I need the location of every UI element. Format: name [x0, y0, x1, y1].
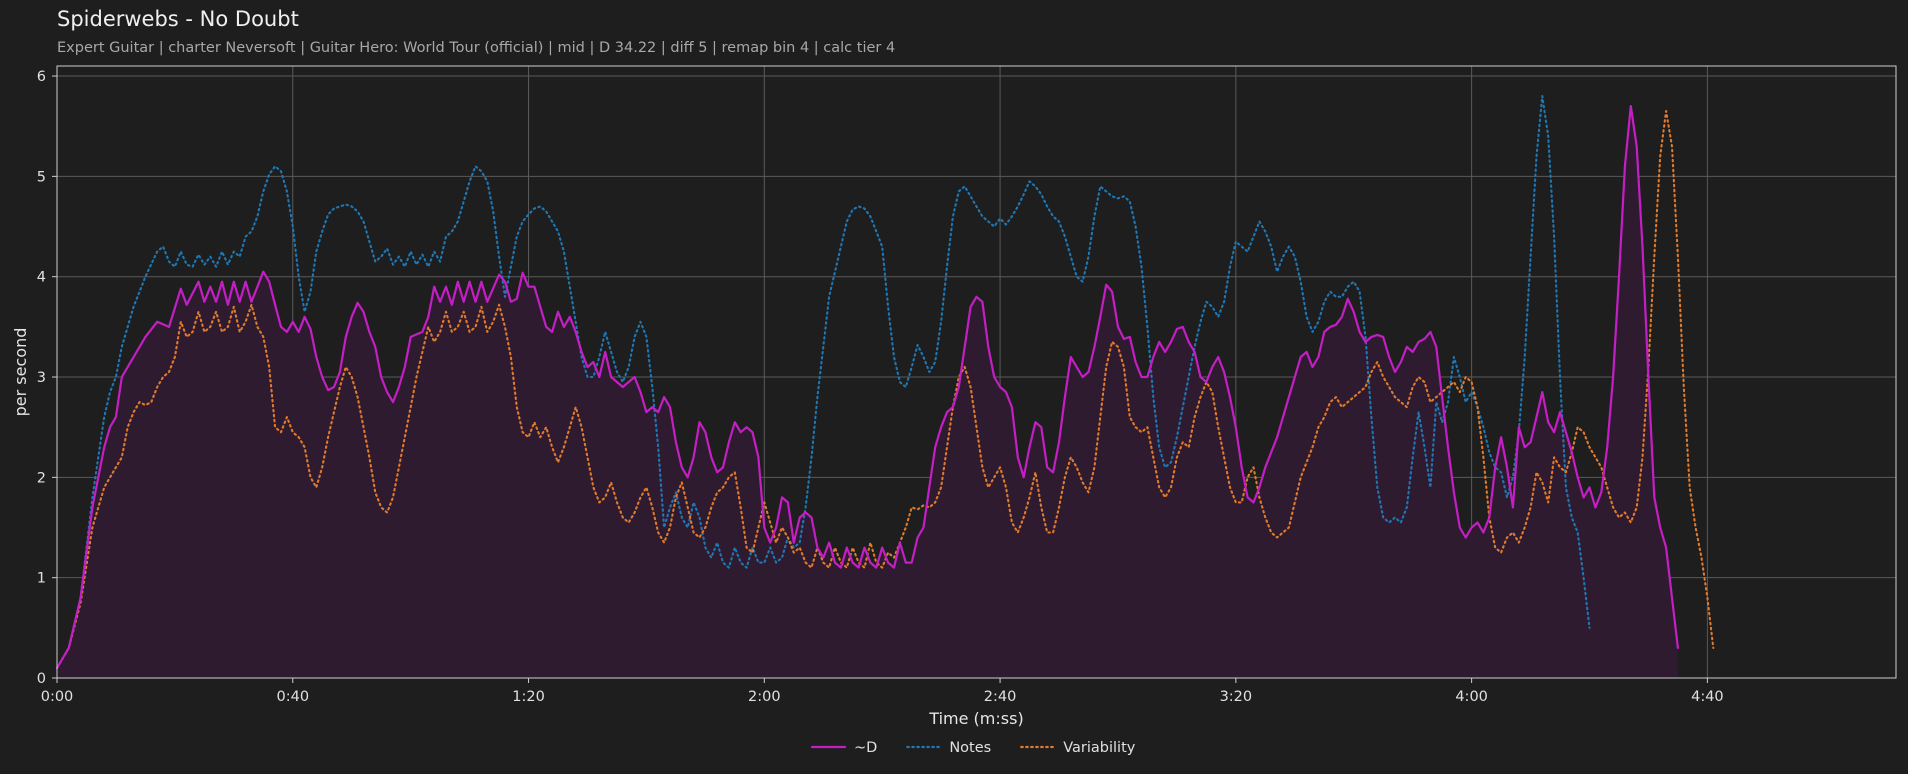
x-tick-label: 4:40 [1691, 689, 1724, 705]
series-line-d [55, 105, 1679, 670]
chart-subtitle: Expert Guitar | charter Neversoft | Guit… [57, 40, 896, 56]
x-axis-label: Time (m:ss) [928, 709, 1023, 728]
x-tick-label: 0:40 [276, 689, 309, 705]
series-lines [55, 95, 1715, 670]
y-axis-label: per second [11, 328, 30, 417]
chart-title: Spiderwebs - No Doubt [57, 7, 299, 31]
y-tick-label: 4 [37, 270, 46, 286]
x-tick-label: 2:40 [984, 689, 1017, 705]
x-axis-ticks: 0:00 0:40 1:20 2:00 2:40 3:20 4:00 4:40 [41, 678, 1724, 705]
y-tick-label: 6 [37, 69, 46, 85]
plot-frame [56, 65, 1897, 679]
y-tick-label: 1 [37, 571, 46, 587]
legend-label: Variability [1063, 740, 1136, 756]
y-tick-label: 0 [37, 671, 46, 687]
x-tick-label: 4:00 [1455, 689, 1488, 705]
x-tick-label: 3:20 [1220, 689, 1253, 705]
legend-label: ~D [854, 740, 877, 756]
y-tick-label: 3 [37, 370, 46, 386]
x-tick-label: 1:20 [512, 689, 545, 705]
legend-label: Notes [949, 740, 991, 756]
y-axis-ticks: 0 1 2 3 4 5 6 [37, 69, 57, 687]
y-tick-label: 2 [37, 470, 46, 486]
d-area-fill [57, 106, 1678, 679]
area-fill [57, 106, 1678, 679]
y-tick-label: 5 [37, 169, 46, 185]
x-tick-label: 2:00 [748, 689, 781, 705]
legend: ~D Notes Variability [810, 740, 1136, 756]
series-line-notes [55, 95, 1591, 670]
x-tick-label: 0:00 [41, 689, 74, 705]
